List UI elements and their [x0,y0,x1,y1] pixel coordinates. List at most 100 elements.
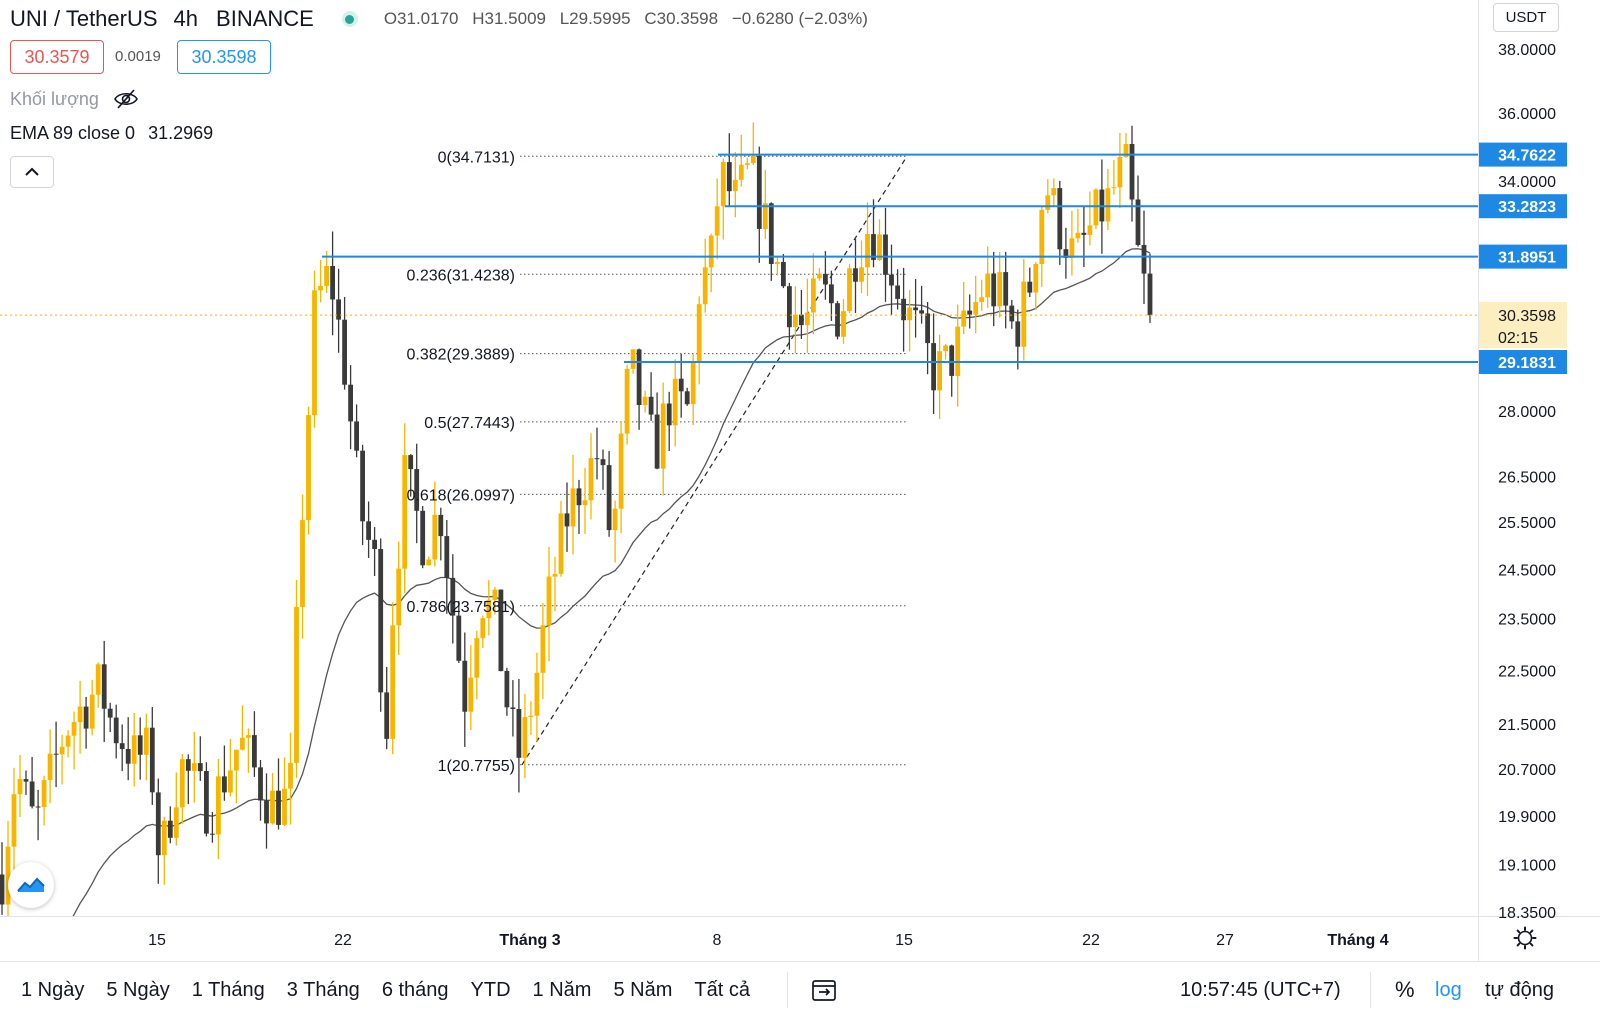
candle [173,772,179,846]
candle [1063,227,1069,279]
range-tab[interactable]: Tất cả [694,978,750,1001]
range-tab[interactable]: 1 Ngày [21,978,85,1001]
candle [330,231,335,336]
candle [498,589,504,672]
auto-scale-toggle[interactable]: tự động [1485,979,1554,1001]
candle [678,354,684,418]
exchange-label: BINANCE [216,6,314,31]
candle [618,421,624,534]
candle [943,344,948,360]
calendar-range-icon[interactable] [810,976,838,1004]
candle [384,666,390,750]
price-axis-tick: 34.0000 [1498,174,1556,191]
candle [468,645,474,730]
candle [1069,210,1075,276]
level-price-tag[interactable]: 33.2823 [1479,194,1567,219]
candle [1117,132,1123,209]
eye-off-icon[interactable] [113,88,139,110]
range-tab[interactable]: YTD [470,978,511,1001]
candle [35,789,41,841]
range-tab[interactable]: 1 Tháng [191,978,265,1001]
candle [348,365,353,450]
price-axis-tick: 18.3500 [1498,905,1556,922]
range-tab[interactable]: 5 Ngày [106,978,170,1001]
time-axis-tick: 22 [1082,932,1100,949]
range-tab[interactable]: 5 Năm [613,978,673,1001]
candle [270,773,275,825]
candle [318,260,323,303]
candle [805,278,810,353]
candle [624,364,630,445]
candle [1021,259,1027,361]
candle [768,202,774,281]
candle [41,775,47,826]
volume-indicator-legend[interactable]: Khối lượng [10,88,139,110]
candle [191,731,197,803]
candle [300,494,305,639]
clock-timezone[interactable]: 10:57:45 (UTC+7) [1180,979,1341,1001]
candle [895,269,900,310]
candle [1003,251,1009,329]
candle [648,372,654,421]
level-price-tag[interactable]: 31.8951 [1479,244,1567,269]
price-axis-tick: 22.5000 [1498,663,1556,680]
fib-trend-line[interactable] [521,155,908,766]
collapse-legend-button[interactable] [10,156,54,188]
candle [258,760,263,821]
candle [29,757,35,809]
candle [107,702,113,733]
price-axis-tick: 36.0000 [1498,106,1556,123]
ema-indicator-legend[interactable]: EMA 89 close 0 31.2969 [10,123,213,144]
price-axis-tick: 26.5000 [1498,469,1556,486]
low-value: L29.5995 [559,9,631,28]
market-status-icon[interactable] [341,11,358,27]
price-axis-tick: 19.9000 [1498,809,1556,826]
candle [937,334,942,419]
candle [853,238,858,313]
price-axis-tick: 19.1000 [1498,858,1556,875]
percent-scale-toggle[interactable]: % [1395,977,1415,1002]
ema-value: 31.2969 [148,123,214,143]
tradingview-logo-icon[interactable] [8,862,54,908]
candle [660,382,666,496]
log-scale-toggle[interactable]: log [1435,979,1462,1001]
candle [738,134,744,187]
candle [702,238,708,313]
candle [1057,180,1063,265]
candle [222,745,227,801]
candle [570,454,576,555]
range-tab[interactable]: 6 tháng [381,978,449,1001]
candle [931,313,936,414]
candle [1027,267,1033,297]
candle [744,157,750,170]
price-axis-tick: 23.5000 [1498,612,1556,629]
candle [961,282,967,334]
price-chart[interactable]: 0(34.7131) 0.236(31.4238) 0.382(29.3889) 0.… [0,0,1600,962]
candle [949,344,955,397]
last-price-tag: 30.3598 02:15 [1479,302,1567,349]
date-range-tabs: 1 Ngày 5 Ngày 1 Tháng 3 Tháng 6 tháng YTD 1 Nă… [10,962,761,1018]
candle [865,202,870,296]
buy-price-button[interactable]: 30.3598 [177,40,271,74]
currency-button[interactable]: USDT [1493,3,1559,32]
interval-label[interactable]: 4h [173,6,199,31]
candle [119,724,125,772]
candle [312,270,317,428]
candle [750,122,756,166]
candle [456,600,462,663]
candle [1039,206,1045,287]
gear-icon[interactable] [1513,926,1537,950]
change-value: −0.6280 (−2.03%) [731,9,868,28]
candle [552,556,558,612]
level-price-tag[interactable]: 34.7622 [1479,142,1567,167]
symbol-name[interactable]: UNI / TetherUS [10,6,158,31]
level-price-tag[interactable]: 29.1831 [1479,350,1567,374]
candle [654,392,660,470]
range-tab[interactable]: 1 Năm [532,978,592,1001]
time-axis-tick: 15 [895,932,913,949]
candle [95,662,101,708]
candle [240,705,245,751]
candle [438,507,444,561]
sell-price-button[interactable]: 30.3579 [10,40,104,74]
range-tab[interactable]: 3 Tháng [286,978,360,1001]
